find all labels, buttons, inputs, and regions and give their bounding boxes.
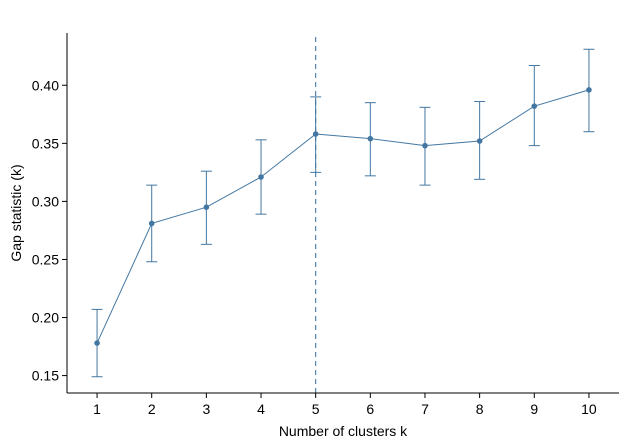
plot-area bbox=[91, 37, 595, 393]
data-point bbox=[148, 220, 155, 227]
data-point bbox=[203, 204, 210, 210]
data-point bbox=[258, 174, 264, 180]
data-point bbox=[586, 87, 592, 93]
y-tick-label: 0.40 bbox=[32, 77, 59, 93]
x-tick-label: 7 bbox=[421, 401, 429, 417]
x-tick-label: 3 bbox=[202, 401, 210, 417]
series-line bbox=[96, 89, 590, 344]
x-tick-label: 4 bbox=[257, 401, 265, 417]
x-tick-label: 8 bbox=[476, 401, 484, 417]
data-point bbox=[312, 131, 319, 137]
x-tick-label: 2 bbox=[148, 401, 156, 417]
x-axis-title: Number of clusters k bbox=[279, 423, 408, 439]
x-tick-label: 9 bbox=[530, 401, 538, 417]
y-axis-title: Gap statistic (k) bbox=[8, 164, 24, 261]
data-point bbox=[94, 340, 100, 346]
data-point bbox=[422, 142, 428, 149]
x-tick-label: 6 bbox=[366, 401, 374, 417]
y-tick-label: 0.15 bbox=[32, 368, 59, 384]
x-tick-label: 10 bbox=[581, 401, 597, 417]
x-tick-label: 1 bbox=[93, 401, 101, 417]
x-tick-label: 5 bbox=[312, 401, 320, 417]
y-axis-ticks: 0.15 0.20 0.25 0.30 0.35 0.40 bbox=[32, 77, 67, 384]
y-tick-label: 0.25 bbox=[32, 251, 59, 267]
data-point bbox=[531, 103, 538, 109]
y-tick-label: 0.20 bbox=[32, 310, 59, 326]
y-tick-label: 0.35 bbox=[32, 135, 59, 151]
x-axis-ticks: 1 2 3 4 5 6 7 8 9 10 bbox=[93, 393, 597, 417]
data-point bbox=[367, 135, 374, 142]
y-tick-label: 0.30 bbox=[32, 193, 59, 209]
data-point bbox=[476, 138, 483, 144]
